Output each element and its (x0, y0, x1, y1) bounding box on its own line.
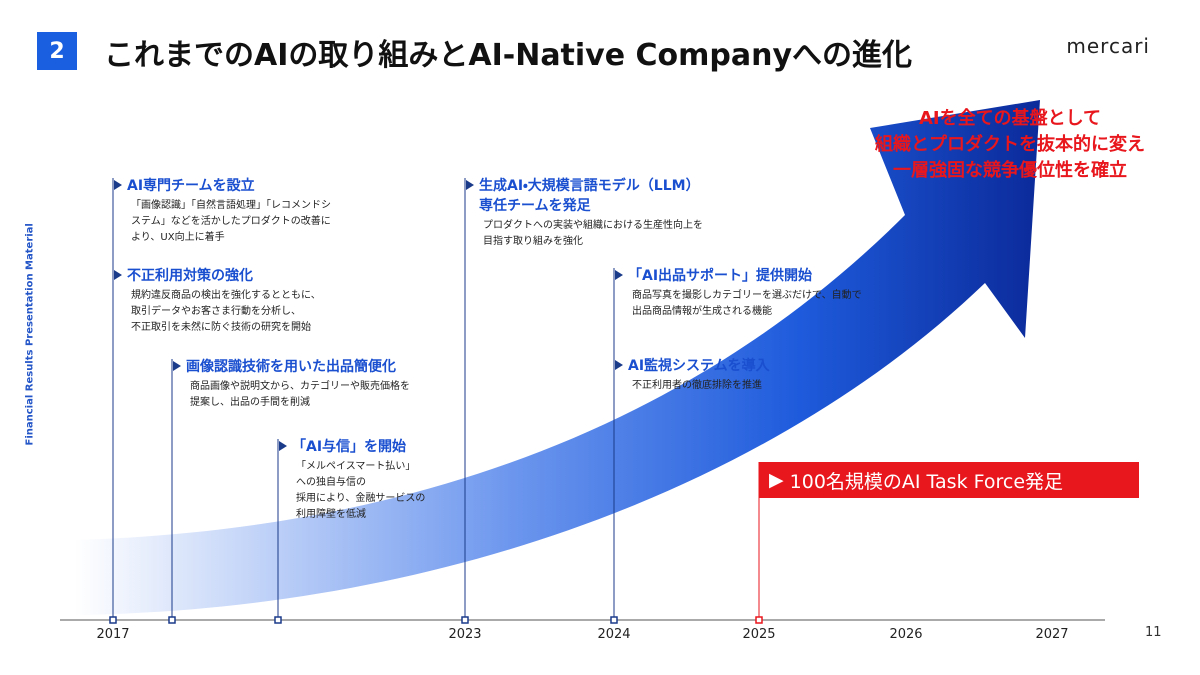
description-line: 不正利用者の徹底排除を推進 (632, 380, 762, 391)
milestone-description: 商品写真を撮影しカテゴリーを選ぶだけで、自動で 出品商品情報が生成される機能 (632, 288, 862, 320)
section-number: 2 (37, 32, 77, 70)
year-label: 2025 (742, 627, 776, 642)
milestone: 「AI出品サポート」提供開始商品写真を撮影しカテゴリーを選ぶだけで、自動で 出品商… (628, 266, 862, 320)
milestone-description: プロダクトへの実装や組織における生産性向上を 目指す取り組みを強化 (483, 218, 703, 250)
description-line: 目指す取り組みを強化 (483, 236, 583, 247)
year-label: 2023 (448, 627, 482, 642)
description-line: 規約違反商品の検出を強化するとともに、 (131, 290, 321, 301)
milestone-pointer (279, 441, 287, 451)
slide-title: これまでのAIの取り組みとAI-Native Companyへの進化 (104, 38, 913, 73)
milestone: AI専門チームを設立「画像認識」「自然言語処理」「レコメンドシ ステム」などを活か… (127, 176, 331, 246)
milestone-description: 「メルペイスマート払い」 への独自与信の採用により、金融サービスの 利用障壁を低減 (296, 459, 425, 523)
page-number: 11 (1145, 625, 1162, 640)
milestone: 生成AI・大規模言語モデル（LLM） 専任チームを発足プロダクトへの実装や組織にお… (479, 176, 703, 250)
callout: ▶ 100名規模のAI Task Force発足 (759, 462, 1139, 498)
milestone-title: 不正利用対策の強化 (127, 268, 253, 284)
goal-line: AIを全ての基盤として (918, 108, 1102, 129)
description-line: 利用障壁を低減 (296, 509, 366, 520)
description-line: 不正取引を未然に防ぐ技術の研究を開始 (131, 322, 311, 333)
milestone-pointer (615, 270, 623, 280)
side-label: Financial Results Presentation Material (24, 223, 36, 446)
description-line: 「メルペイスマート払い」 (296, 461, 416, 472)
axis-marker (461, 616, 469, 624)
description-line: 商品画像や説明文から、カテゴリーや販売価格を (190, 381, 410, 392)
description-line: 商品写真を撮影しカテゴリーを選ぶだけで、自動で (632, 290, 862, 301)
axis-marker (755, 616, 763, 624)
goal-line: 一層強固な競争優位性を確立 (893, 160, 1127, 181)
description-line: 取引データやお客さま行動を分析し、 (131, 306, 301, 317)
milestone-description: 規約違反商品の検出を強化するとともに、 取引データやお客さま行動を分析し、 不正取引… (131, 288, 321, 336)
milestone-description: 不正利用者の徹底排除を推進 (632, 378, 770, 394)
timeline-lines (109, 178, 763, 624)
description-line: ステム」などを活かしたプロダクトの改善に (131, 216, 331, 227)
milestone-title: 「AI出品サポート」提供開始 (628, 268, 813, 284)
milestone-title: 生成AI・大規模言語モデル（LLM） (479, 178, 700, 194)
year-label: 2026 (889, 627, 923, 642)
axis-marker (610, 616, 618, 624)
milestone: AI監視システムを導入不正利用者の徹底排除を推進 (628, 356, 770, 394)
description-line: 「画像認識」「自然言語処理」「レコメンドシ (131, 200, 331, 211)
milestone-description: 「画像認識」「自然言語処理」「レコメンドシ ステム」などを活かしたプロダクトの改善… (131, 198, 331, 246)
milestone-pointer (114, 270, 122, 280)
milestone-title: AI専門チームを設立 (127, 178, 255, 194)
goal-line: 組織とプロダクトを抜本的に変え (875, 134, 1145, 155)
description-line: 提案し、出品の手間を削減 (190, 397, 310, 408)
year-label: 2024 (597, 627, 631, 642)
axis-marker (274, 616, 282, 624)
milestone-pointer (615, 360, 623, 370)
milestone-title: 「AI与信」を開始 (292, 439, 407, 455)
year-label: 2027 (1035, 627, 1069, 642)
description-line: への独自与信の (296, 477, 366, 488)
milestone-title: 専任チームを発足 (479, 198, 591, 214)
milestone: 不正利用対策の強化規約違反商品の検出を強化するとともに、 取引データやお客さま行動… (127, 266, 321, 336)
milestone-pointer (114, 180, 122, 190)
milestone-title: 画像認識技術を用いた出品簡便化 (186, 359, 396, 375)
goal: AIを全ての基盤として組織とプロダクトを抜本的に変え 一層強固な競争優位性を確立 (855, 106, 1165, 184)
description-line: 採用により、金融サービスの (296, 493, 426, 504)
milestone-pointer (173, 361, 181, 371)
description-line: より、UX向上に着手 (131, 232, 225, 243)
callout-text: 100名規模のAI Task Force発足 (789, 470, 1064, 493)
milestone-pointer (466, 180, 474, 190)
description-line: 出品商品情報が生成される機能 (632, 306, 772, 317)
logo: mercari (1066, 34, 1150, 58)
description-line: プロダクトへの実装や組織における生産性向上を (483, 220, 703, 231)
milestone: 画像認識技術を用いた出品簡便化商品画像や説明文から、カテゴリーや販売価格を 提案し… (186, 357, 410, 411)
milestone: 「AI与信」を開始「メルペイスマート払い」 への独自与信の採用により、金融サービス… (292, 437, 425, 523)
milestone-description: 商品画像や説明文から、カテゴリーや販売価格を 提案し、出品の手間を削減 (190, 379, 410, 411)
year-label: 2017 (96, 627, 130, 642)
axis-marker (109, 616, 117, 624)
milestone-title: AI監視システムを導入 (628, 358, 770, 374)
axis-marker (168, 616, 176, 624)
